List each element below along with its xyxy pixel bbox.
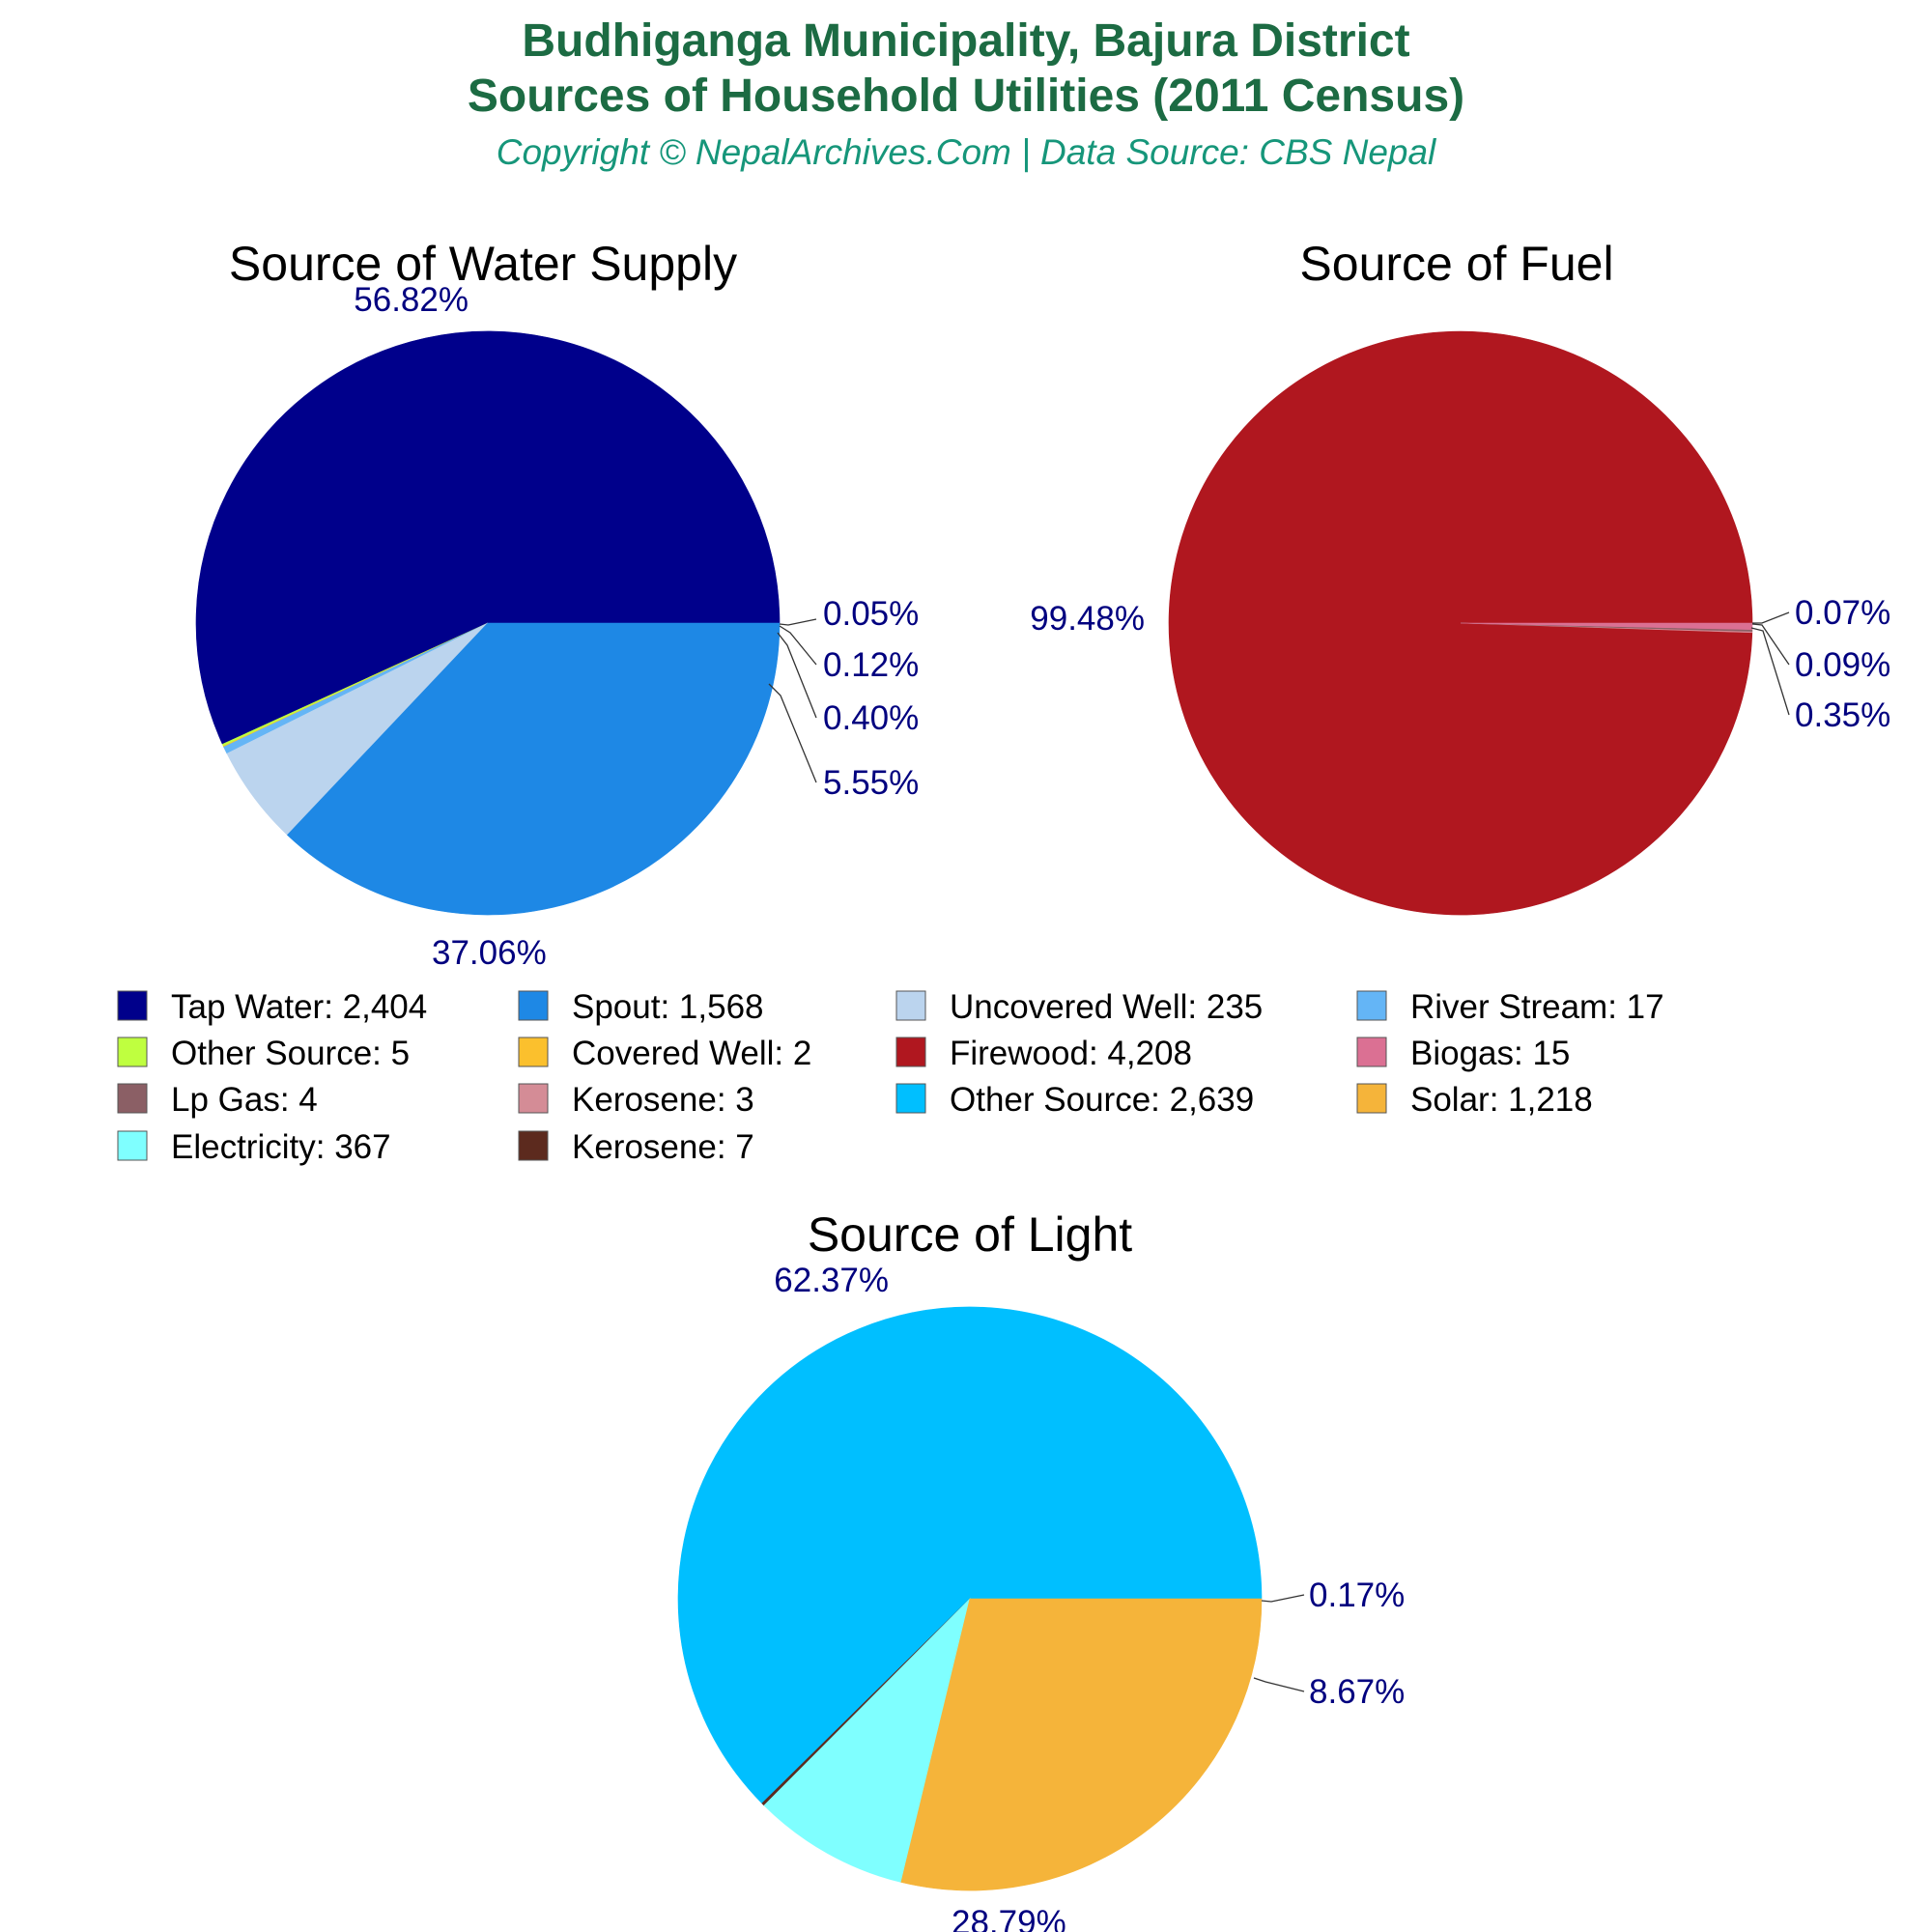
pct-label-biogas: 0.35% xyxy=(1795,696,1890,734)
slice-electricity xyxy=(763,1598,971,1883)
pct-label-lp-gas: 0.09% xyxy=(1795,646,1890,684)
figure-title-line1: Budhiganga Municipality, Bajura District xyxy=(522,15,1409,67)
fuel-chart-title: Source of Fuel xyxy=(1299,237,1613,291)
legend-swatch xyxy=(117,990,148,1021)
water-supply-pie: 56.82% 0.12% 0.05% 0.40% 5.55% 37.06% xyxy=(195,281,919,972)
legend-swatch xyxy=(895,1037,926,1067)
slice-tap-water xyxy=(195,330,781,745)
figure-subtitle: Copyright © NepalArchives.Com | Data Sou… xyxy=(497,132,1437,172)
slice-other-source xyxy=(677,1306,1263,1804)
pct-label-tap-water: 56.82% xyxy=(354,281,469,319)
legend-swatch xyxy=(1356,1083,1387,1114)
water-chart-title: Source of Water Supply xyxy=(229,237,737,291)
legend-swatch xyxy=(1356,990,1387,1021)
legend-label: Covered Well: 2 xyxy=(572,1035,811,1072)
legend: Tap Water: 2,404 Spout: 1,568 Uncovered We… xyxy=(117,988,1664,1166)
legend-label: Electricity: 367 xyxy=(171,1128,391,1166)
figure-title-line2: Sources of Household Utilities (2011 Cen… xyxy=(468,71,1464,122)
slice-spout xyxy=(287,622,781,916)
legend-label: Solar: 1,218 xyxy=(1410,1081,1593,1119)
leader-line xyxy=(779,618,817,626)
legend-swatch xyxy=(895,1083,926,1114)
legend-label: Tap Water: 2,404 xyxy=(171,988,427,1026)
leader-line xyxy=(1750,627,1790,716)
pct-label-other-source: 62.37% xyxy=(774,1262,889,1299)
legend-swatch xyxy=(518,1130,549,1161)
legend-label: Lp Gas: 4 xyxy=(171,1081,318,1119)
light-pie: 62.37% 0.17% 8.67% 28.79% xyxy=(677,1262,1405,1932)
legend-swatch xyxy=(117,1037,148,1067)
legend-label: Spout: 1,568 xyxy=(572,988,764,1026)
pct-label-electricity: 8.67% xyxy=(1309,1673,1405,1711)
pct-label-firewood: 99.48% xyxy=(1030,600,1145,638)
legend-label: Biogas: 15 xyxy=(1410,1035,1570,1072)
legend-label: Uncovered Well: 235 xyxy=(950,988,1263,1026)
pct-label-uncovered-well: 5.55% xyxy=(823,764,919,802)
legend-label: River Stream: 17 xyxy=(1410,988,1664,1026)
pct-label-kerosene: 0.17% xyxy=(1309,1577,1405,1614)
legend-swatch xyxy=(895,990,926,1021)
leader-line xyxy=(1751,623,1790,666)
legend-swatch xyxy=(117,1130,148,1161)
pct-label-other-source: 0.12% xyxy=(823,646,919,684)
legend-swatch xyxy=(518,1037,549,1067)
leader-line xyxy=(1752,611,1790,624)
legend-swatch xyxy=(518,1083,549,1114)
leader-line xyxy=(1261,1594,1305,1603)
pct-label-spout: 37.06% xyxy=(432,934,547,972)
legend-label: Kerosene: 7 xyxy=(572,1128,754,1166)
leader-line xyxy=(779,625,817,666)
leader-line xyxy=(1253,1677,1305,1692)
legend-swatch xyxy=(117,1083,148,1114)
fuel-pie: 99.48% 0.07% 0.09% 0.35% xyxy=(1030,330,1890,916)
slice-solar xyxy=(900,1598,1263,1891)
legend-label: Kerosene: 3 xyxy=(572,1081,754,1119)
leader-line xyxy=(768,683,817,783)
legend-swatch xyxy=(1356,1037,1387,1067)
pct-label-kerosene: 0.07% xyxy=(1795,594,1890,632)
legend-label: Other Source: 2,639 xyxy=(950,1081,1254,1119)
light-chart-title: Source of Light xyxy=(808,1208,1132,1262)
pct-label-solar: 28.79% xyxy=(952,1904,1066,1932)
pct-label-river-stream: 0.40% xyxy=(823,699,919,737)
leader-line xyxy=(777,632,817,719)
legend-label: Firewood: 4,208 xyxy=(950,1035,1192,1072)
legend-label: Other Source: 5 xyxy=(171,1035,410,1072)
pct-label-covered-well: 0.05% xyxy=(823,595,919,633)
legend-swatch xyxy=(518,990,549,1021)
